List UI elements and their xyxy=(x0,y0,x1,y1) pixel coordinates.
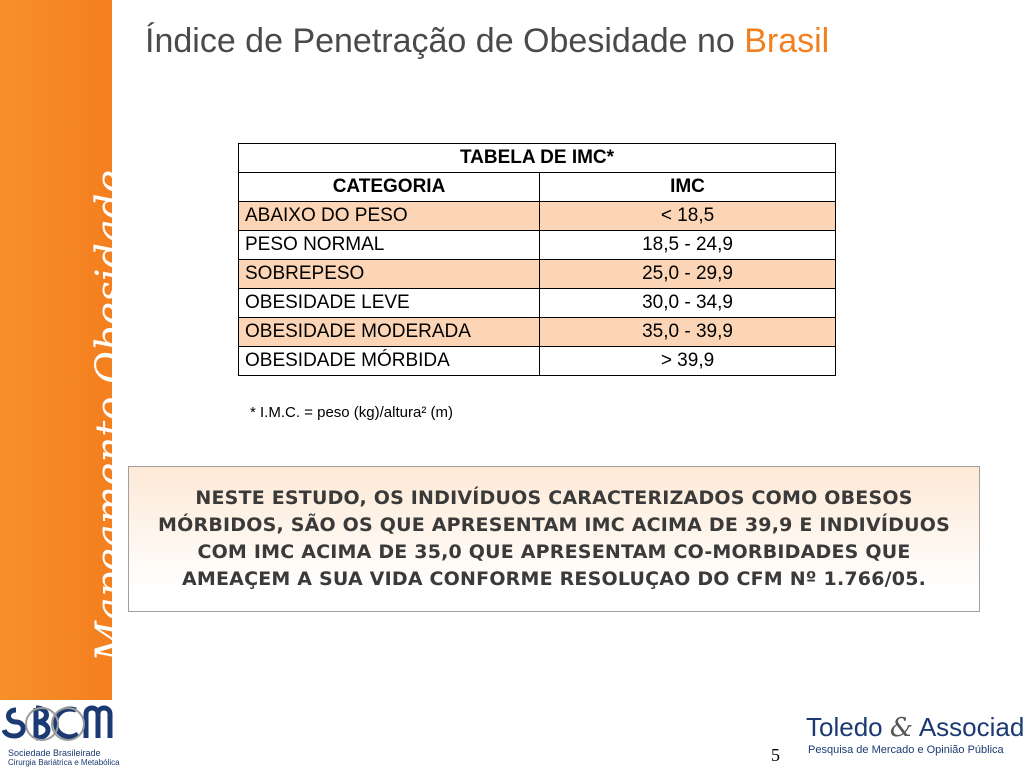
table-row: PESO NORMAL 18,5 - 24,9 xyxy=(238,230,836,260)
table-row: OBESIDADE LEVE 30,0 - 34,9 xyxy=(238,288,836,318)
toledo-name: Toledo xyxy=(806,712,883,742)
toledo-amp: & xyxy=(889,713,914,743)
sbcbm-logo-icon xyxy=(1,705,113,741)
title-main: Índice de Penetração de Obesidade no xyxy=(145,22,745,60)
sbcbm-caption-1: Sociedade Brasileirade xyxy=(8,748,101,758)
page-number: 5 xyxy=(771,745,780,765)
header-imc: IMC xyxy=(539,172,836,202)
note-box: NESTE ESTUDO, OS INDIVÍDUOS CARACTERIZAD… xyxy=(128,466,980,612)
cell-imc: 18,5 - 24,9 xyxy=(539,230,836,260)
imc-table: TABELA DE IMC* CATEGORIA IMC ABAIXO DO P… xyxy=(238,143,836,376)
cell-imc: > 39,9 xyxy=(539,346,836,376)
sidebar-band: Mapeamento Obesidade xyxy=(0,0,134,700)
cell-categoria: PESO NORMAL xyxy=(238,230,540,260)
cell-categoria: OBESIDADE MÓRBIDA xyxy=(238,346,540,376)
table-row: OBESIDADE MODERADA 35,0 - 39,9 xyxy=(238,317,836,347)
table-row: SOBREPESO 25,0 - 29,9 xyxy=(238,259,836,289)
table-caption: TABELA DE IMC* xyxy=(238,143,836,173)
cell-categoria: ABAIXO DO PESO xyxy=(238,201,540,231)
table-footnote: * I.M.C. = peso (kg)/altura² (m) xyxy=(250,404,453,421)
cell-imc: 25,0 - 29,9 xyxy=(539,259,836,289)
page-title: Índice de Penetração de Obesidade no Bra… xyxy=(145,22,829,61)
sbcbm-logo: Sociedade Brasileirade Cirurgia Bariátri… xyxy=(1,702,120,768)
table-row: ABAIXO DO PESO < 18,5 xyxy=(238,201,836,231)
cell-categoria: OBESIDADE LEVE xyxy=(238,288,540,318)
cell-imc: 35,0 - 39,9 xyxy=(539,317,836,347)
toledo-tagline: Pesquisa de Mercado e Opinião Pública xyxy=(808,744,1004,756)
title-accent: Brasil xyxy=(744,22,830,60)
toledo-associados: Associados xyxy=(918,712,1024,742)
cell-imc: 30,0 - 34,9 xyxy=(539,288,836,318)
cell-categoria: SOBREPESO xyxy=(238,259,540,289)
table-row: OBESIDADE MÓRBIDA > 39,9 xyxy=(238,346,836,376)
sbcbm-caption-2: Cirurgia Bariátrica e Metabólica xyxy=(8,758,120,767)
cell-categoria: OBESIDADE MODERADA xyxy=(238,317,540,347)
note-text: NESTE ESTUDO, OS INDIVÍDUOS CARACTERIZAD… xyxy=(158,487,950,590)
cell-imc: < 18,5 xyxy=(539,201,836,231)
toledo-logo: Toledo & Associados xyxy=(806,712,1024,743)
header-categoria: CATEGORIA xyxy=(238,172,540,202)
